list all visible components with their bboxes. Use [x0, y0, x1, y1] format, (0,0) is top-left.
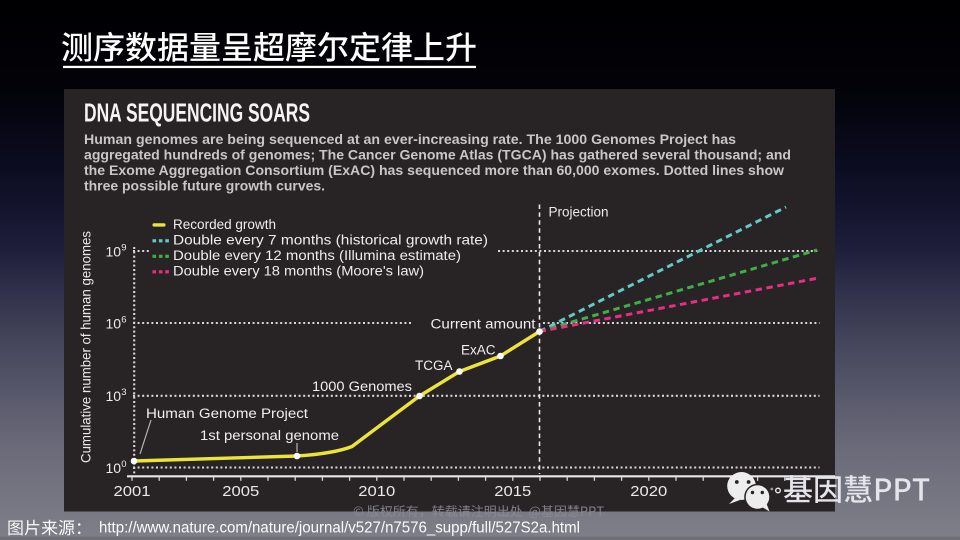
svg-text:6: 6 [121, 314, 126, 325]
svg-text:Cumulative number of human gen: Cumulative number of human genomes [79, 231, 94, 463]
svg-text:2010: 2010 [358, 483, 395, 500]
svg-text:TCGA: TCGA [415, 358, 453, 373]
svg-text:10: 10 [106, 315, 122, 331]
svg-text:Recorded growth: Recorded growth [173, 217, 276, 232]
svg-text:Current amount: Current amount [431, 317, 536, 332]
svg-text:aggregated hundreds of genomes: aggregated hundreds of genomes; The Canc… [84, 147, 791, 163]
svg-text:the Exome Aggregation Consorti: the Exome Aggregation Consortium (ExAC) … [84, 162, 784, 178]
svg-text:2005: 2005 [222, 483, 259, 500]
svg-text:1st personal genome: 1st personal genome [200, 428, 339, 443]
svg-text:10: 10 [106, 243, 122, 259]
svg-text:Double every 7 months (histori: Double every 7 months (historical growth… [173, 233, 488, 248]
svg-text:0: 0 [121, 459, 126, 470]
svg-text:1000 Genomes: 1000 Genomes [312, 379, 412, 394]
svg-text:http://www.nature.com/nature/j: http://www.nature.com/nature/journal/v52… [99, 520, 580, 537]
svg-text:2020: 2020 [630, 483, 667, 500]
svg-text:3: 3 [121, 387, 126, 398]
svg-text:9: 9 [121, 242, 126, 253]
svg-text:Projection: Projection [549, 205, 609, 220]
svg-text:three possible future growth c: three possible future growth curves. [84, 178, 325, 194]
svg-text:Human Genome Project: Human Genome Project [146, 406, 308, 421]
svg-text:ExAC: ExAC [461, 343, 496, 358]
svg-text:Human genomes are being sequen: Human genomes are being sequenced at an … [84, 131, 736, 147]
svg-text:10: 10 [106, 388, 122, 404]
svg-text:2015: 2015 [494, 483, 531, 500]
svg-text:10: 10 [106, 460, 122, 476]
svg-text:Double every 12 months (Illumi: Double every 12 months (Illumina estimat… [173, 248, 461, 263]
svg-text:Double every 18 months (Moore': Double every 18 months (Moore's law) [173, 264, 424, 279]
svg-text:2001: 2001 [114, 483, 151, 500]
svg-text:DNA SEQUENCING SOARS: DNA SEQUENCING SOARS [84, 100, 310, 128]
